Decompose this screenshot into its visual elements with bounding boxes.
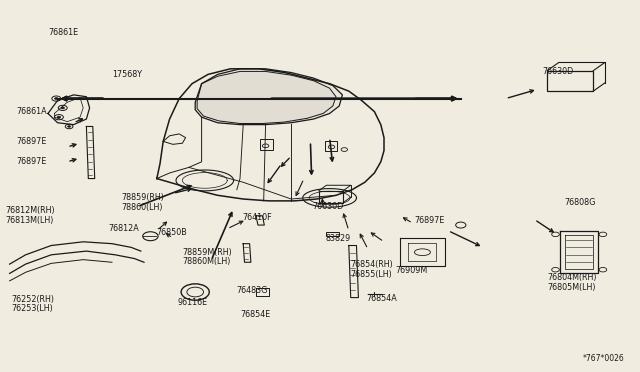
- Text: *767*0026: *767*0026: [582, 354, 624, 363]
- Circle shape: [57, 116, 61, 118]
- Text: 76630D: 76630D: [543, 67, 574, 76]
- Text: 78859M(RH): 78859M(RH): [182, 248, 232, 257]
- Text: 76630D: 76630D: [312, 202, 344, 211]
- Polygon shape: [197, 71, 336, 124]
- Text: 76812A: 76812A: [109, 224, 140, 233]
- Text: 76897E: 76897E: [16, 157, 46, 166]
- Text: 83829: 83829: [325, 234, 350, 243]
- Text: 78860M(LH): 78860M(LH): [182, 257, 231, 266]
- Text: 76410F: 76410F: [242, 213, 271, 222]
- Text: 76483G: 76483G: [237, 286, 268, 295]
- Text: 76909M: 76909M: [396, 266, 428, 275]
- Text: 76805M(LH): 76805M(LH): [547, 283, 596, 292]
- Text: 76813M(LH): 76813M(LH): [5, 216, 54, 225]
- Text: 78860(LH): 78860(LH): [122, 203, 163, 212]
- Text: 96116E: 96116E: [178, 298, 208, 307]
- Text: 76253(LH): 76253(LH): [12, 304, 53, 313]
- Text: 76804M(RH): 76804M(RH): [547, 273, 596, 282]
- Text: 76252(RH): 76252(RH): [12, 295, 54, 304]
- Text: 78859(RH): 78859(RH): [122, 193, 164, 202]
- Text: 76897E: 76897E: [415, 216, 445, 225]
- Text: 76897E: 76897E: [16, 137, 46, 146]
- Text: 17568Y: 17568Y: [112, 70, 142, 79]
- Text: 76854E: 76854E: [240, 310, 270, 319]
- Text: 76808G: 76808G: [564, 198, 596, 207]
- Text: 76861A: 76861A: [16, 107, 47, 116]
- Circle shape: [61, 107, 65, 109]
- Circle shape: [68, 126, 70, 127]
- Text: 76854A: 76854A: [366, 294, 397, 303]
- Text: 76855(LH): 76855(LH): [351, 270, 392, 279]
- Text: 76812M(RH): 76812M(RH): [5, 206, 55, 215]
- Text: 76854(RH): 76854(RH): [351, 260, 394, 269]
- Text: 76861E: 76861E: [48, 28, 78, 37]
- Text: 76850B: 76850B: [157, 228, 188, 237]
- Polygon shape: [195, 69, 342, 125]
- Circle shape: [54, 97, 58, 100]
